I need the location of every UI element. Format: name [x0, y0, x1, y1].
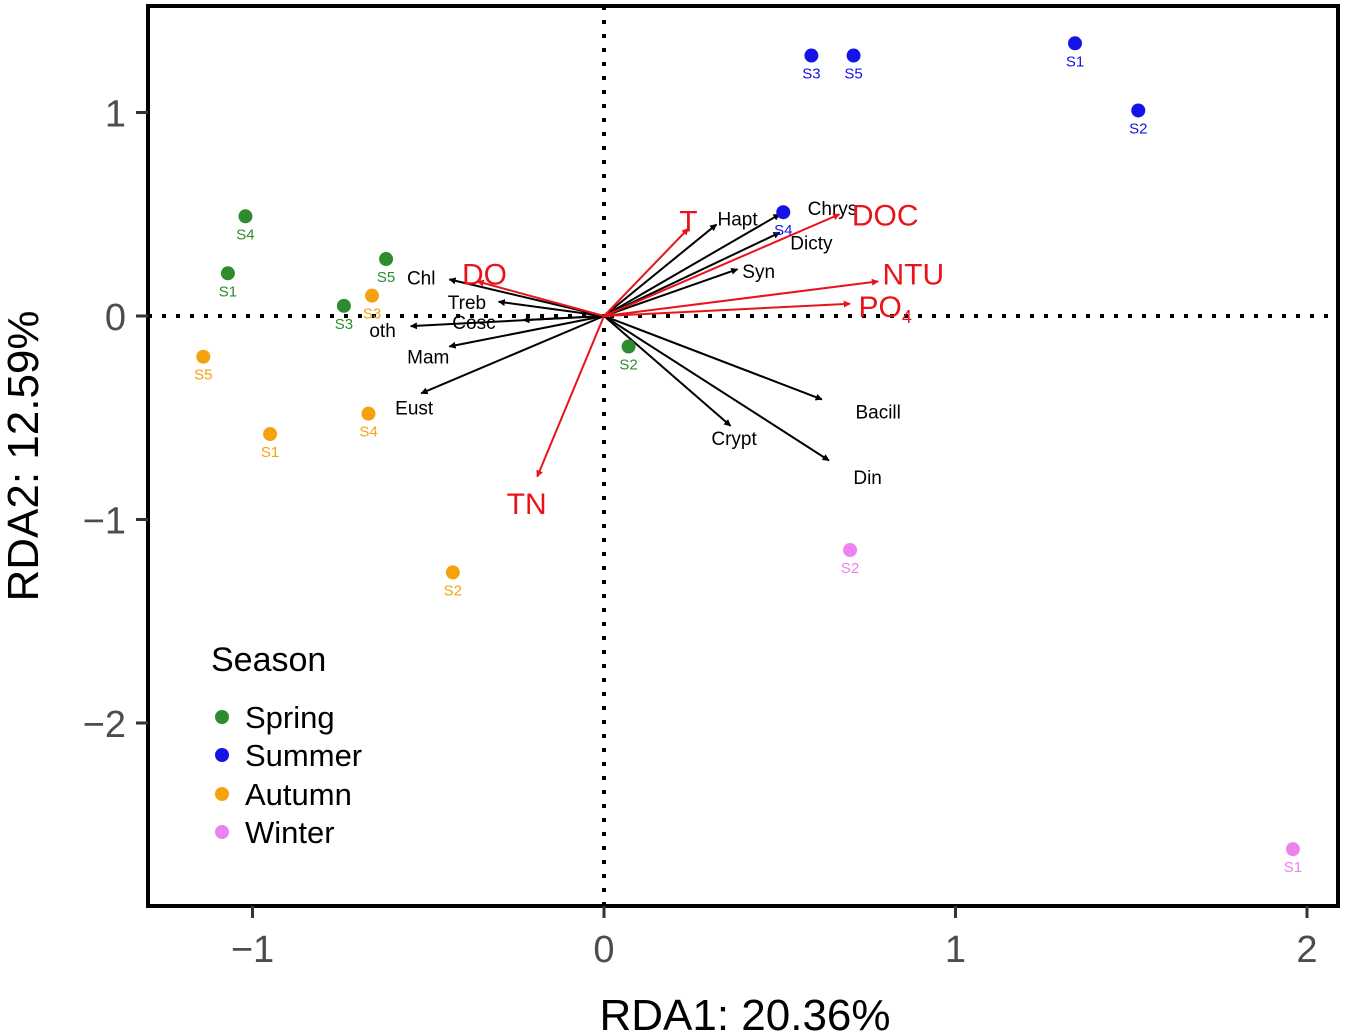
site-point-winter-s2	[843, 543, 858, 558]
species-label-din: Din	[853, 468, 882, 489]
site-label-spring-s1: S1	[219, 283, 237, 300]
site-label-autumn-s4: S4	[359, 424, 377, 441]
legend-key-spring	[215, 710, 229, 724]
site-point-spring-s4	[238, 209, 253, 224]
site-label-autumn-s2: S2	[444, 582, 462, 599]
site-point-autumn-s1	[263, 427, 278, 442]
env-arrow-t	[603, 227, 690, 317]
species-label-hapt: Hapt	[717, 209, 758, 230]
site-label-autumn-s1: S1	[261, 444, 279, 461]
site-label-spring-s2: S2	[619, 357, 637, 374]
env-label-tn: TN	[507, 488, 547, 521]
species-label-treb: Treb	[448, 293, 486, 314]
site-point-summer-s1	[1068, 36, 1083, 51]
site-label-winter-s2: S2	[841, 560, 859, 577]
species-label-syn: Syn	[742, 262, 775, 283]
species-label-bacill: Bacill	[855, 403, 900, 424]
site-point-spring-s5	[379, 252, 394, 267]
legend-item-summer: Summer	[215, 738, 362, 773]
species-arrow-din	[603, 315, 830, 462]
env-arrow-tn	[536, 315, 605, 478]
species-label-chl: Chl	[407, 268, 436, 289]
species-label-chrys: Chrys	[808, 199, 858, 220]
site-point-autumn-s4	[361, 406, 376, 421]
env-label-ntu: NTU	[882, 258, 944, 291]
x-tick-label: 0	[593, 929, 614, 971]
env-arrow-do	[476, 279, 605, 317]
x-axis-title: RDA1: 20.36%	[599, 991, 890, 1036]
env-arrow-ntu	[603, 278, 879, 317]
site-point-summer-s2	[1131, 103, 1146, 118]
site-point-winter-s1	[1285, 842, 1300, 857]
site-point-summer-s5	[846, 48, 861, 63]
y-tick-label: 1	[105, 94, 126, 136]
species-label-eust: Eust	[395, 399, 434, 420]
env-label-po4: PO4	[859, 291, 912, 327]
x-tick-label: 2	[1296, 929, 1317, 971]
axes: −1 0 1 2 −2 −1 0 1	[83, 94, 1318, 972]
species-arrow-oth	[409, 315, 605, 330]
species-arrow-dicty	[603, 231, 781, 317]
site-label-summer-s5: S5	[844, 66, 862, 83]
site-label-winter-s1: S1	[1284, 859, 1302, 876]
legend-key-summer	[215, 748, 229, 762]
site-point-autumn-s2	[445, 565, 460, 580]
legend: Season Spring Summer Autumn Winter	[211, 641, 362, 850]
site-point-summer-s4	[776, 205, 791, 220]
legend-key-autumn	[215, 787, 229, 801]
species-arrow-mam	[448, 315, 605, 349]
env-label-doc: DOC	[852, 199, 919, 232]
legend-item-winter: Winter	[215, 815, 335, 850]
legend-label-autumn: Autumn	[245, 777, 352, 812]
env-arrow-po4	[603, 300, 851, 317]
species-arrow-treb	[497, 299, 605, 317]
legend-label-spring: Spring	[245, 700, 335, 735]
site-label-summer-s3: S3	[802, 66, 820, 83]
plot-panel-border	[146, 4, 1340, 908]
site-point-autumn-s3	[365, 288, 380, 303]
species-arrow-syn	[603, 267, 739, 317]
env-label-t: T	[679, 205, 697, 238]
env-label-do: DO	[462, 258, 507, 291]
site-label-summer-s2: S2	[1129, 120, 1147, 137]
legend-item-spring: Spring	[215, 700, 335, 735]
species-label-oth: oth	[369, 321, 395, 342]
y-axis-title: RDA2: 12.59%	[0, 310, 48, 601]
site-label-autumn-s3: S3	[363, 306, 381, 323]
legend-label-summer: Summer	[245, 738, 362, 773]
site-label-summer-s4: S4	[774, 222, 792, 239]
legend-key-winter	[215, 825, 229, 839]
site-label-summer-s1: S1	[1066, 53, 1084, 70]
species-label-mam: Mam	[407, 348, 449, 369]
legend-item-autumn: Autumn	[215, 777, 352, 812]
species-arrow-bacill	[603, 315, 823, 401]
species-arrow-eust	[420, 315, 605, 395]
site-label-spring-s5: S5	[377, 269, 395, 286]
species-arrow-crypt	[603, 315, 732, 427]
site-point-spring-s1	[220, 266, 235, 281]
legend-label-winter: Winter	[245, 815, 335, 850]
site-point-spring-s2	[621, 339, 636, 354]
site-label-autumn-s5: S5	[194, 367, 212, 384]
x-tick-label: −1	[231, 929, 274, 971]
species-arrow-chrys	[603, 213, 781, 317]
site-point-summer-s3	[804, 48, 819, 63]
y-tick-label: −1	[83, 501, 126, 543]
x-tick-label: 1	[945, 929, 966, 971]
legend-title: Season	[211, 641, 326, 679]
env-arrow-doc	[603, 213, 841, 317]
site-label-spring-s4: S4	[236, 226, 254, 243]
site-label-spring-s3: S3	[335, 316, 353, 333]
species-arrow-hapt	[603, 223, 718, 317]
y-tick-label: −2	[83, 704, 126, 746]
species-label-dicty: Dicty	[790, 234, 833, 255]
species-label-crypt: Crypt	[711, 429, 757, 450]
site-point-autumn-s5	[196, 349, 211, 364]
plot-marks: Hapt ChrysDictySynBacillCryptDinChlTrebCo…	[194, 36, 1302, 876]
y-tick-label: 0	[105, 297, 126, 339]
site-point-spring-s3	[336, 298, 351, 313]
